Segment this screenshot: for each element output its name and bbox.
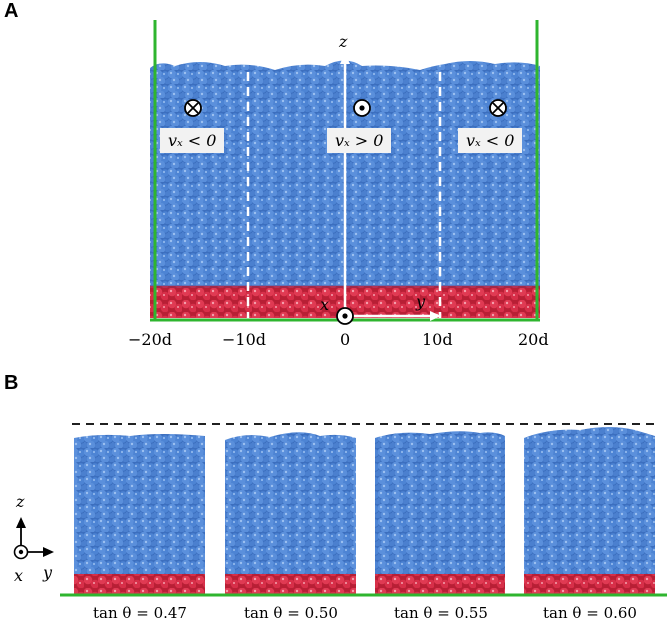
region-velocity-label: vₓ < 0 [160,128,225,153]
panel-a-tick-label: −20d [128,330,172,349]
panel-b-column [74,434,205,594]
panel-a-tick-label: 0 [340,330,350,349]
panel-b-z-label: z [15,492,25,511]
panel-a-z-arrowhead [340,53,350,64]
panel-b-letter: B [4,372,19,394]
panel-a-origin-dot [342,313,348,319]
into-page-icon [489,99,507,117]
column-red-particles [375,574,505,594]
into-page-icon [184,99,202,117]
column-tan-theta-label: tan θ = 0.55 [394,604,488,622]
panel-b-y-arrowhead [43,547,54,557]
panel-a-y-label: y [415,292,426,311]
column-tan-theta-label: tan θ = 0.47 [93,604,187,622]
panel-a-diagram: z x y −20d −10d 0 10d 20d [128,20,549,349]
panel-b-z-arrowhead [16,517,26,528]
panel-b-x-label: x [14,566,23,585]
panel-b-y-label: y [42,563,53,582]
panel-a-y-arrowhead [430,311,441,321]
panel-a-letter: A [4,0,19,22]
panel-b-origin-dot [18,549,24,555]
panel-a-z-label: z [338,32,348,51]
panel-a-tick-label: −10d [222,330,266,349]
column-tan-theta-label: tan θ = 0.50 [244,604,338,622]
column-blue-particles [74,434,205,580]
column-blue-particles [524,427,655,580]
column-red-particles [225,574,356,594]
panel-b-column [375,431,505,594]
column-red-particles [74,574,205,594]
column-blue-particles [225,432,356,580]
panel-a-x-label: x [320,295,329,314]
column-blue-particles [375,431,505,580]
panel-b-column [524,427,655,594]
region-velocity-label: vₓ < 0 [458,128,523,153]
panel-b-column [225,432,356,594]
column-red-particles [524,574,655,594]
region-velocity-label: vₓ > 0 [327,128,392,153]
panel-a-tick-label: 20d [518,330,549,349]
panel-b-diagram: z x y [13,423,667,597]
panel-a-tick-label: 10d [422,330,453,349]
column-tan-theta-label: tan θ = 0.60 [543,604,637,622]
out-of-page-icon [353,99,371,117]
